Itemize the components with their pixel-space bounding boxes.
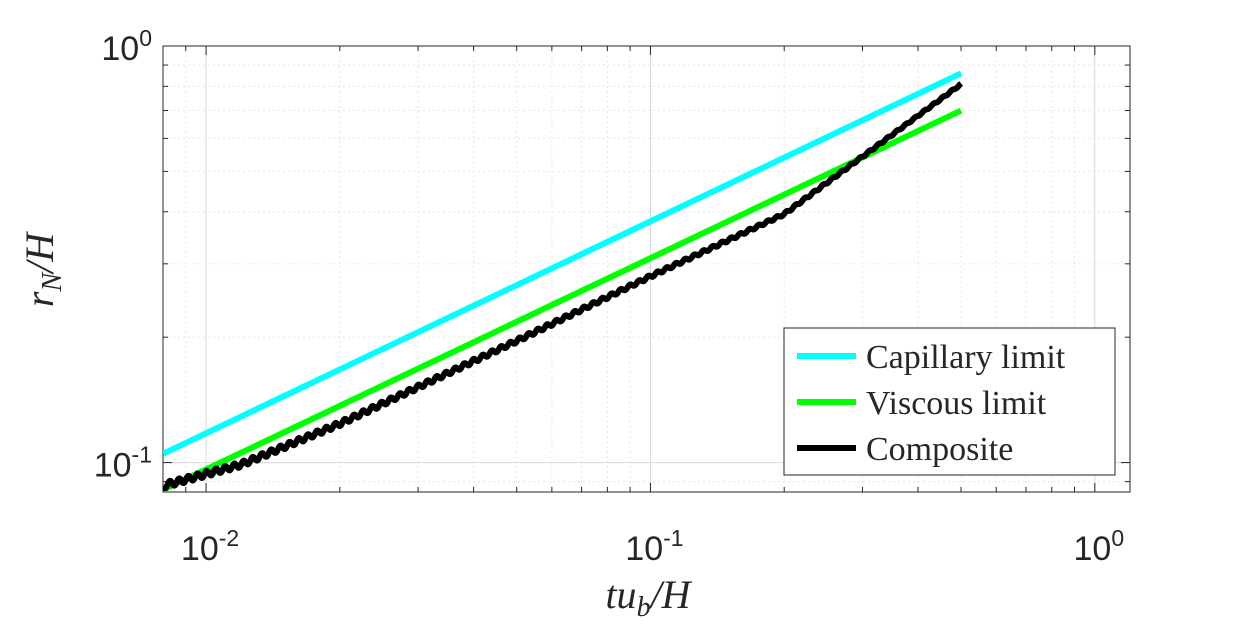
axis-labels: tub/H rN/H [17,231,693,623]
x-tick-label: 10-2 [181,525,239,568]
tick-labels: 10-2 10-1 100 10-1 100 [94,25,1124,568]
series-line-viscous-limit [163,107,963,492]
y-axis-label: rN/H [17,231,68,307]
y-tick-label: 100 [101,25,152,68]
x-tick-label: 100 [1074,525,1125,568]
series-layer [163,70,964,492]
legend-label: Capillary limit [866,339,1066,376]
plot-area-frame [162,45,1131,493]
y-tick-label: 10-1 [94,442,152,485]
tick-marks [162,45,1130,492]
legend: Capillary limit Viscous limit Composite [783,327,1116,476]
legend-label: Viscous limit [866,385,1047,422]
legend-label: Composite [866,431,1013,468]
x-axis-label: tub/H [605,572,692,623]
series-line-capillary-limit [163,70,963,457]
x-tick-label: 10-1 [625,525,683,568]
series-line-composite [163,80,964,492]
